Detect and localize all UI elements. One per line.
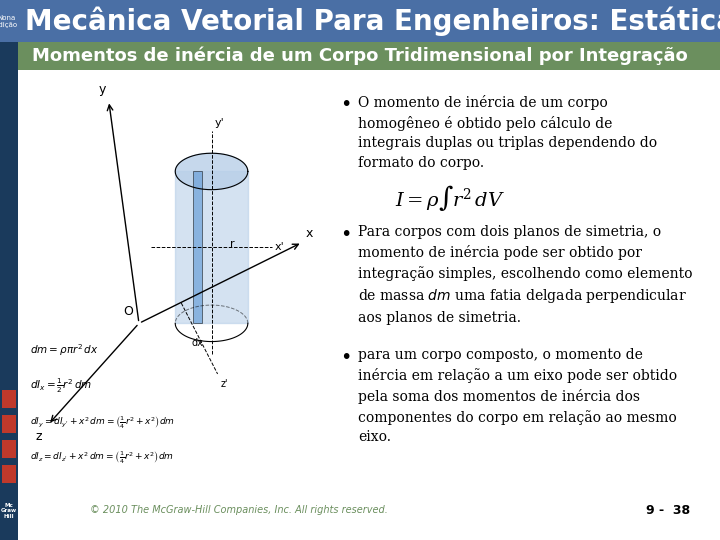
Text: Mecânica Vetorial Para Engenheiros: Estática: Mecânica Vetorial Para Engenheiros: Está… <box>25 6 720 36</box>
Text: •: • <box>340 348 351 367</box>
Text: Mc
Graw
Hill: Mc Graw Hill <box>1 503 17 519</box>
FancyBboxPatch shape <box>2 440 16 458</box>
Text: Para corpos com dois planos de simetria, o
momento de inércia pode ser obtido po: Para corpos com dois planos de simetria,… <box>358 225 693 325</box>
Text: O: O <box>123 305 133 318</box>
Text: dx: dx <box>192 338 204 348</box>
FancyBboxPatch shape <box>18 70 720 490</box>
FancyBboxPatch shape <box>0 42 18 540</box>
Text: r: r <box>230 239 235 249</box>
Polygon shape <box>175 153 248 190</box>
FancyBboxPatch shape <box>18 490 720 540</box>
Text: x: x <box>305 227 312 240</box>
FancyBboxPatch shape <box>0 490 38 540</box>
Text: 9 -  38: 9 - 38 <box>646 503 690 516</box>
Text: z: z <box>36 430 42 443</box>
Text: Momentos de inércia de um Corpo Tridimensional por Integração: Momentos de inércia de um Corpo Tridimen… <box>32 47 688 65</box>
Text: para um corpo composto, o momento de
inércia em relação a um eixo pode ser obtid: para um corpo composto, o momento de iné… <box>358 348 677 444</box>
Bar <box>194 172 202 323</box>
FancyBboxPatch shape <box>0 0 720 42</box>
Text: © 2010 The McGraw-Hill Companies, Inc. All rights reserved.: © 2010 The McGraw-Hill Companies, Inc. A… <box>90 505 388 515</box>
Text: y': y' <box>215 118 225 128</box>
Text: •: • <box>340 225 351 244</box>
FancyBboxPatch shape <box>2 465 16 483</box>
Text: Nona
Edição: Nona Edição <box>0 15 17 28</box>
Text: z': z' <box>220 379 228 389</box>
FancyBboxPatch shape <box>0 42 720 70</box>
Text: O momento de inércia de um corpo
homogêneo é obtido pelo cálculo de
integrais du: O momento de inércia de um corpo homogên… <box>358 95 657 170</box>
Text: x': x' <box>275 242 285 252</box>
Text: $dm = \rho\pi r^2\,dx$: $dm = \rho\pi r^2\,dx$ <box>30 342 99 357</box>
Text: $I = \rho\int r^2\,dV$: $I = \rho\int r^2\,dV$ <box>395 183 505 213</box>
Text: y: y <box>99 83 106 96</box>
Text: $dI_y = dI_{y^\prime} + x^2\,dm = \left(\frac{1}{4}r^2 + x^2\right)dm$: $dI_y = dI_{y^\prime} + x^2\,dm = \left(… <box>30 414 175 431</box>
Text: $dI_z = dI_{z^\prime} + x^2\,dm = \left(\frac{1}{4}r^2 + x^2\right)dm$: $dI_z = dI_{z^\prime} + x^2\,dm = \left(… <box>30 449 174 466</box>
Text: $dI_x = \frac{1}{2}r^2\,dm$: $dI_x = \frac{1}{2}r^2\,dm$ <box>30 377 92 395</box>
FancyBboxPatch shape <box>2 415 16 433</box>
Text: •: • <box>340 95 351 114</box>
FancyBboxPatch shape <box>2 390 16 408</box>
